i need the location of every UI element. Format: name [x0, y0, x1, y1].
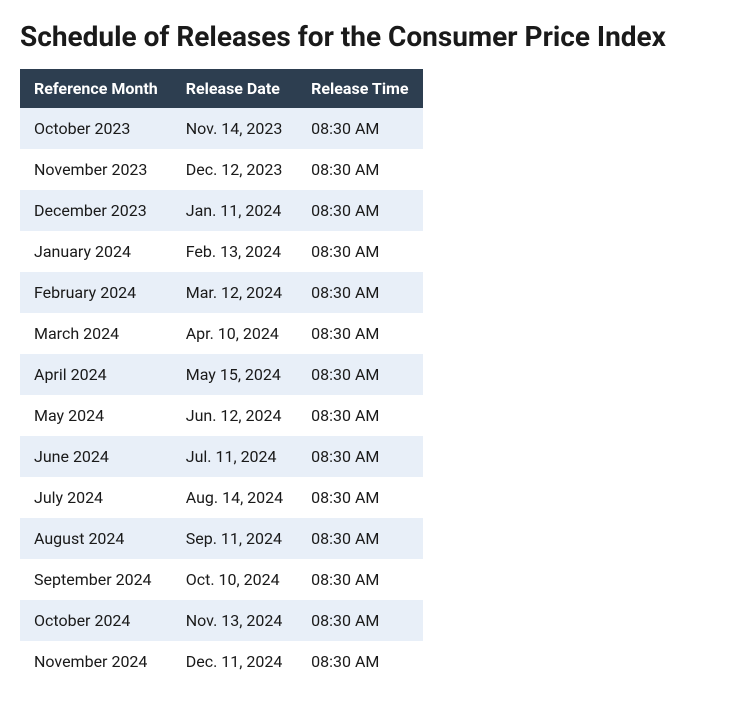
col-header-reference-month: Reference Month: [20, 69, 172, 108]
table-cell: August 2024: [20, 518, 172, 559]
table-cell: 08:30 AM: [297, 354, 422, 395]
table-row: May 2024Jun. 12, 202408:30 AM: [20, 395, 423, 436]
page-title: Schedule of Releases for the Consumer Pr…: [20, 20, 720, 53]
table-cell: April 2024: [20, 354, 172, 395]
table-row: April 2024May 15, 202408:30 AM: [20, 354, 423, 395]
table-cell: 08:30 AM: [297, 108, 422, 149]
table-cell: Nov. 13, 2024: [172, 600, 297, 641]
table-cell: Jun. 12, 2024: [172, 395, 297, 436]
table-cell: July 2024: [20, 477, 172, 518]
table-cell: Feb. 13, 2024: [172, 231, 297, 272]
table-cell: May 15, 2024: [172, 354, 297, 395]
col-header-release-time: Release Time: [297, 69, 422, 108]
table-cell: 08:30 AM: [297, 149, 422, 190]
table-cell: Nov. 14, 2023: [172, 108, 297, 149]
table-cell: November 2023: [20, 149, 172, 190]
table-cell: June 2024: [20, 436, 172, 477]
table-cell: 08:30 AM: [297, 190, 422, 231]
table-header-row: Reference Month Release Date Release Tim…: [20, 69, 423, 108]
table-cell: October 2023: [20, 108, 172, 149]
table-cell: 08:30 AM: [297, 436, 422, 477]
table-cell: September 2024: [20, 559, 172, 600]
table-cell: Oct. 10, 2024: [172, 559, 297, 600]
table-row: November 2024Dec. 11, 202408:30 AM: [20, 641, 423, 682]
table-cell: November 2024: [20, 641, 172, 682]
table-row: August 2024Sep. 11, 202408:30 AM: [20, 518, 423, 559]
table-cell: 08:30 AM: [297, 272, 422, 313]
col-header-release-date: Release Date: [172, 69, 297, 108]
table-row: October 2024Nov. 13, 202408:30 AM: [20, 600, 423, 641]
table-row: June 2024Jul. 11, 202408:30 AM: [20, 436, 423, 477]
table-row: December 2023Jan. 11, 202408:30 AM: [20, 190, 423, 231]
release-schedule-table: Reference Month Release Date Release Tim…: [20, 69, 423, 682]
table-row: November 2023Dec. 12, 202308:30 AM: [20, 149, 423, 190]
table-cell: December 2023: [20, 190, 172, 231]
table-cell: 08:30 AM: [297, 477, 422, 518]
table-cell: Jan. 11, 2024: [172, 190, 297, 231]
table-cell: Dec. 12, 2023: [172, 149, 297, 190]
table-cell: Apr. 10, 2024: [172, 313, 297, 354]
table-cell: Mar. 12, 2024: [172, 272, 297, 313]
table-cell: 08:30 AM: [297, 559, 422, 600]
table-row: January 2024Feb. 13, 202408:30 AM: [20, 231, 423, 272]
table-row: March 2024Apr. 10, 202408:30 AM: [20, 313, 423, 354]
table-cell: Dec. 11, 2024: [172, 641, 297, 682]
table-row: July 2024Aug. 14, 202408:30 AM: [20, 477, 423, 518]
table-cell: 08:30 AM: [297, 395, 422, 436]
table-cell: Sep. 11, 2024: [172, 518, 297, 559]
table-row: September 2024Oct. 10, 202408:30 AM: [20, 559, 423, 600]
table-cell: 08:30 AM: [297, 518, 422, 559]
table-cell: Aug. 14, 2024: [172, 477, 297, 518]
table-cell: 08:30 AM: [297, 600, 422, 641]
table-row: February 2024Mar. 12, 202408:30 AM: [20, 272, 423, 313]
table-cell: February 2024: [20, 272, 172, 313]
table-cell: October 2024: [20, 600, 172, 641]
table-cell: Jul. 11, 2024: [172, 436, 297, 477]
table-cell: January 2024: [20, 231, 172, 272]
table-cell: March 2024: [20, 313, 172, 354]
table-cell: 08:30 AM: [297, 231, 422, 272]
table-cell: 08:30 AM: [297, 641, 422, 682]
table-row: October 2023Nov. 14, 202308:30 AM: [20, 108, 423, 149]
table-cell: May 2024: [20, 395, 172, 436]
table-cell: 08:30 AM: [297, 313, 422, 354]
